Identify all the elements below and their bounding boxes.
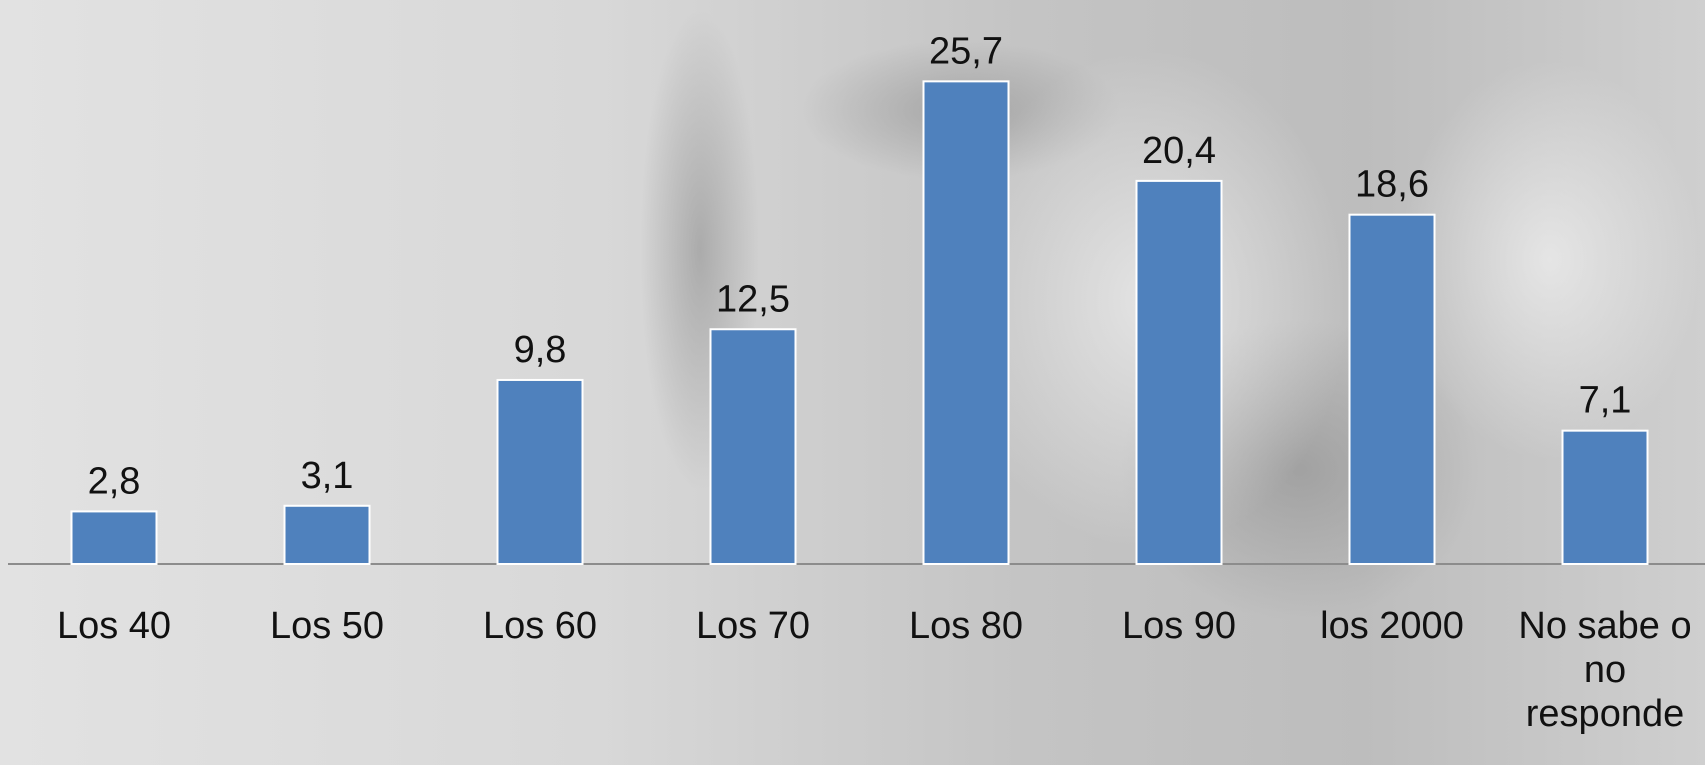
- value-label: 7,1: [1579, 380, 1632, 422]
- bar: [709, 328, 797, 565]
- bar: [496, 378, 584, 565]
- value-label: 25,7: [929, 30, 1003, 72]
- x-tick-label: Los 70: [695, 605, 811, 647]
- bar: [1561, 429, 1649, 565]
- value-label: 3,1: [301, 455, 354, 497]
- bar: [283, 504, 371, 566]
- x-tick-label: Los 80: [908, 605, 1024, 647]
- bar: [1135, 179, 1223, 565]
- x-tick-label: Los 50: [269, 605, 385, 647]
- x-tick-label: No sabe o no responde: [1518, 605, 1692, 735]
- bar: [1348, 213, 1436, 566]
- x-tick-label: Los 90: [1121, 605, 1237, 647]
- x-tick-label: los 2000: [1320, 605, 1464, 647]
- value-label: 2,8: [88, 460, 141, 502]
- value-label: 9,8: [514, 329, 567, 371]
- value-label: 12,5: [716, 278, 790, 320]
- value-label: 20,4: [1142, 130, 1216, 172]
- bar: [922, 80, 1010, 565]
- x-tick-label: Los 40: [56, 605, 172, 647]
- x-tick-label: Los 60: [482, 605, 598, 647]
- value-label: 18,6: [1355, 164, 1429, 206]
- bar: [70, 510, 158, 565]
